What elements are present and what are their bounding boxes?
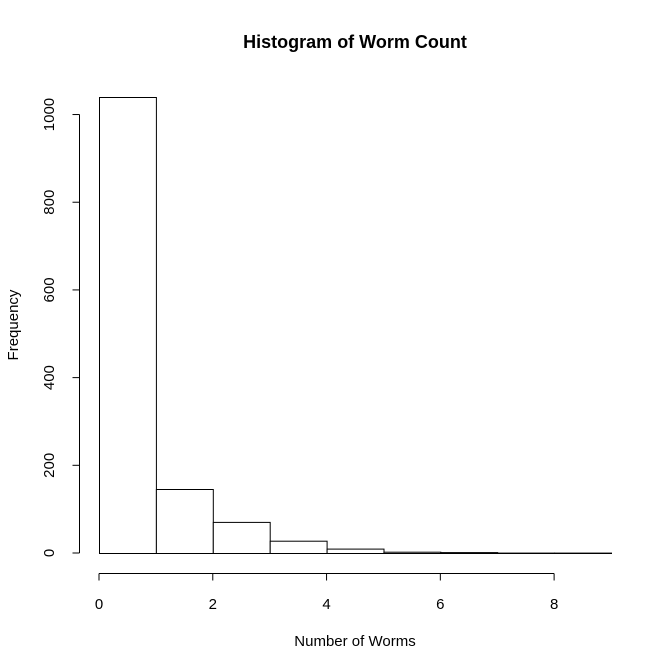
y-axis: 0 200 400 600 800 1000 [41, 98, 80, 557]
y-tick-label: 600 [41, 277, 58, 302]
histogram-bar [383, 551, 442, 555]
y-tick-label: 0 [41, 549, 58, 557]
histogram-bar [155, 489, 214, 554]
y-tick-label: 800 [41, 190, 58, 215]
y-tick-label: 200 [41, 453, 58, 478]
x-tick-label: 2 [209, 596, 217, 613]
chart-title: Histogram of Worm Count [243, 32, 467, 52]
x-tick-label: 4 [322, 596, 330, 613]
histogram-bar [269, 540, 328, 555]
histogram-bar [440, 552, 499, 554]
x-tick-label: 0 [95, 596, 103, 613]
x-axis: 0 2 4 6 8 [95, 573, 558, 613]
histogram-bar [212, 521, 271, 555]
y-tick-label: 1000 [41, 98, 58, 131]
x-axis-label: Number of Worms [294, 633, 415, 650]
histogram-bar [326, 548, 385, 554]
x-tick-label: 8 [550, 596, 558, 613]
y-tick-label: 400 [41, 365, 58, 390]
histogram-bar [99, 97, 157, 554]
bars-group [99, 97, 612, 555]
x-tick-label: 6 [436, 596, 444, 613]
y-axis-label: Frequency [5, 289, 22, 360]
